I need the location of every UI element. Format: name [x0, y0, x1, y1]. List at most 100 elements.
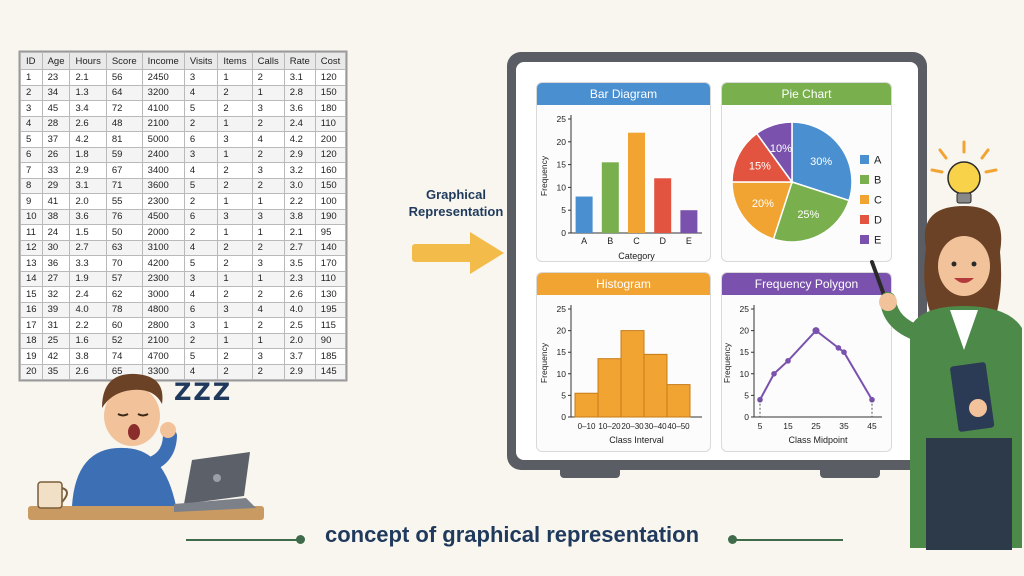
table-cell: 2: [251, 239, 285, 256]
table-cell: 2100: [141, 332, 185, 349]
table-cell: 1: [217, 270, 253, 287]
table-cell: 3: [217, 301, 253, 318]
y-tick-label: 20: [740, 326, 750, 336]
table-cell: 2: [217, 255, 253, 272]
y-tick-label: 20: [557, 137, 567, 147]
frequency-polygon-panel: Frequency Polygon 0 5 10 15 20 25 Frequency Cla…: [721, 272, 892, 452]
table-cell: 2.4: [283, 115, 316, 132]
table-cell: 2.9: [283, 363, 316, 380]
table-cell: 17: [20, 317, 43, 334]
legend-label: B: [874, 175, 881, 187]
table-cell: 3200: [141, 84, 185, 101]
table-cell: 2: [217, 363, 253, 380]
table-header-cell: Score: [105, 52, 143, 70]
table-cell: 29: [41, 177, 71, 194]
table-cell: 3: [251, 100, 285, 117]
table-row: 20 35 2.6 65 3300 4 2 2 2.9 145: [20, 363, 347, 380]
table-row: 10 38 3.6 76 4500 6 3 3 3.8 190: [20, 208, 347, 225]
y-tick-label: 5: [561, 205, 566, 215]
table-cell: 2: [20, 84, 43, 101]
table-cell: 1: [251, 224, 285, 241]
bar-a: [575, 196, 593, 233]
table-row: 9 41 2.0 55 2300 2 1 1 2.2 100: [20, 193, 347, 210]
y-tick-label: 10: [740, 369, 750, 379]
x-tick-label: D: [659, 236, 666, 246]
table-cell: 160: [314, 162, 347, 179]
table-header-cell: Visits: [183, 52, 219, 70]
table-cell: 150: [314, 84, 347, 101]
table-cell: 28: [41, 115, 71, 132]
table-cell: 2: [251, 363, 285, 380]
table-cell: 2.7: [283, 239, 316, 256]
table-cell: 2000: [141, 224, 185, 241]
bar-b: [601, 162, 619, 233]
caption-line-right: [735, 539, 843, 541]
table-cell: 14: [20, 270, 43, 287]
pie-value-label: 15%: [749, 161, 771, 173]
table-cell: 4.0: [69, 301, 107, 318]
table-cell: 1: [20, 69, 43, 86]
pie-value-label: 25%: [797, 209, 819, 221]
table-cell: 4800: [141, 301, 185, 318]
pie-slice-a: [791, 121, 853, 202]
table-cell: 150: [314, 177, 347, 194]
x-tick-label: 35: [839, 421, 849, 431]
histogram-panel: Histogram 0 5 10 15 20 25 Frequency Class Inter…: [536, 272, 711, 452]
table-cell: 4: [251, 301, 285, 318]
table-cell: 26: [41, 146, 71, 163]
table-cell: 3.1: [69, 177, 107, 194]
table-cell: 3000: [141, 286, 185, 303]
presenter-teacher-illustration: [870, 140, 1022, 550]
table-cell: 11: [20, 224, 43, 241]
table-cell: 1.3: [69, 84, 107, 101]
table-cell: 2: [251, 146, 285, 163]
histogram-bar: [597, 358, 622, 418]
table-cell: 57: [105, 270, 143, 287]
table-cell: 3: [183, 317, 219, 334]
table-cell: 1: [251, 270, 285, 287]
table-row: 14 27 1.9 57 2300 3 1 1 2.3 110: [20, 270, 347, 287]
polygon-point: [841, 349, 847, 355]
table-cell: 1.9: [69, 270, 107, 287]
table-cell: 2.0: [283, 332, 316, 349]
table-cell: 76: [105, 208, 143, 225]
right-arrow-icon: [412, 232, 504, 274]
table-cell: 3.5: [283, 255, 316, 272]
table-cell: 3: [183, 69, 219, 86]
y-tick-label: 5: [561, 390, 566, 400]
table-cell: 56: [105, 69, 143, 86]
y-tick-label: 15: [740, 347, 750, 357]
table-cell: 3.6: [283, 100, 316, 117]
legend-swatch: [860, 175, 869, 184]
table-cell: 2.3: [283, 270, 316, 287]
table-cell: 3: [251, 162, 285, 179]
x-tick-label: 10–20: [598, 422, 621, 431]
table-cell: 1.8: [69, 146, 107, 163]
table-cell: 33: [41, 162, 71, 179]
table-cell: 2: [251, 286, 285, 303]
table-cell: 24: [41, 224, 71, 241]
table-cell: 6: [20, 146, 43, 163]
table-cell: 3.2: [283, 162, 316, 179]
table-row: 18 25 1.6 52 2100 2 1 1 2.0 90: [20, 332, 347, 349]
table-cell: 2: [183, 224, 219, 241]
raw-data-table: ID Age Hours Score Income Visits Items Calls Rat…: [20, 52, 347, 380]
table-header-cell: Cost: [314, 52, 347, 70]
table-cell: 130: [314, 286, 347, 303]
table-cell: 1.6: [69, 332, 107, 349]
table-cell: 2.6: [283, 286, 316, 303]
table-cell: 50: [105, 224, 143, 241]
polygon-point: [757, 396, 763, 403]
legend-label: E: [874, 235, 881, 247]
table-cell: 3400: [141, 162, 185, 179]
table-cell: 1: [217, 69, 253, 86]
table-cell: 2.0: [69, 193, 107, 210]
table-cell: 31: [41, 317, 71, 334]
histogram-chart: 0 5 10 15 20 25 Frequency Class Interval 0–10 10–…: [539, 304, 702, 445]
x-tick-label: 20–30: [621, 422, 644, 431]
table-cell: 3.4: [69, 100, 107, 117]
caption-dot-right: [728, 535, 737, 544]
table-cell: 59: [105, 146, 143, 163]
sleeping-student-illustration: ZZZ: [28, 373, 264, 520]
